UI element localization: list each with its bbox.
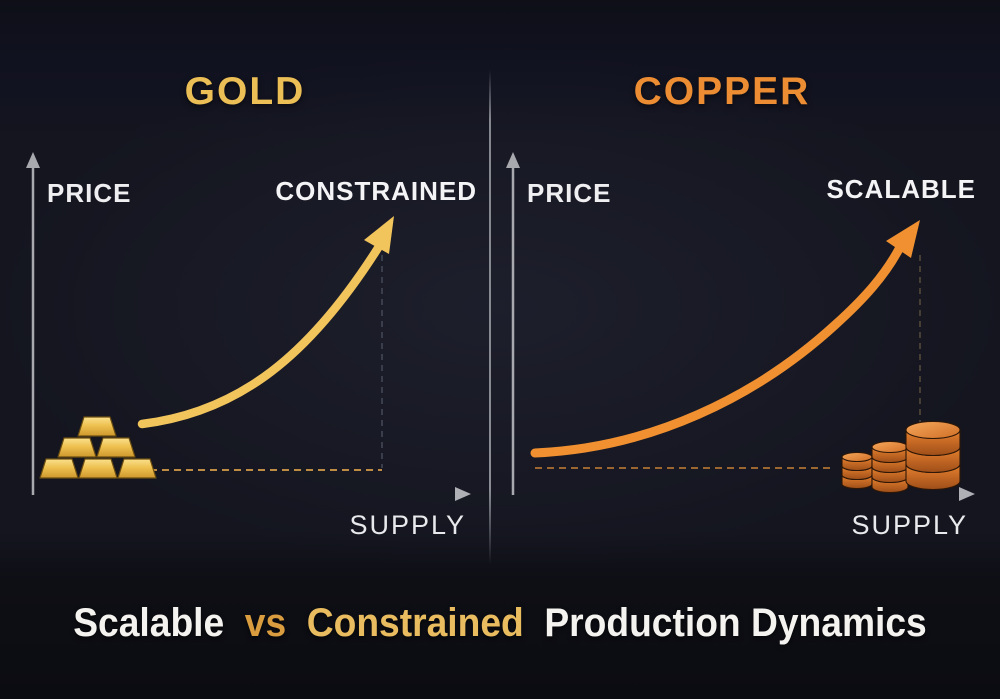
- gold-panel-title: GOLD: [184, 70, 306, 113]
- copper-coins-large-stack: [905, 420, 961, 491]
- caption: Scalable vs Constrained Production Dynam…: [35, 600, 965, 646]
- copper-supply-label: SUPPLY: [851, 510, 968, 540]
- copper-coins-medium-stack: [871, 440, 909, 494]
- copper-price-curve: [530, 244, 904, 458]
- copper-panel-title: COPPER: [633, 70, 811, 113]
- caption-vs: vs: [244, 601, 287, 645]
- gold-bars-icon: [39, 416, 157, 479]
- copper-axes: [506, 152, 975, 501]
- gold-x-axis-arrow-icon: [455, 487, 471, 501]
- gold-supply-label: SUPPLY: [349, 510, 466, 540]
- gold-annotation-constrained: CONSTRAINED: [275, 176, 477, 206]
- gold-y-axis-arrow-icon: [26, 152, 40, 168]
- copper-coins-icon: [841, 420, 961, 494]
- gold-price-label: PRICE: [47, 178, 131, 208]
- gold-chart: PRICE SUPPLY CONSTRAINED: [26, 152, 477, 540]
- copper-chart: PRICE SUPPLY SCALABLE: [506, 152, 976, 540]
- caption-constrained: Constrained: [306, 601, 524, 645]
- copper-price-label: PRICE: [527, 178, 611, 208]
- copper-x-axis-arrow-icon: [959, 487, 975, 501]
- copper-coins-small-stack: [841, 451, 873, 490]
- copper-curve-arrowhead-icon: [886, 220, 920, 258]
- caption-scalable: Scalable: [73, 601, 225, 645]
- panel-divider: [489, 70, 491, 564]
- caption-production-dynamics: Production Dynamics: [544, 601, 927, 645]
- gold-curve-arrowhead-icon: [364, 216, 394, 254]
- copper-annotation-scalable: SCALABLE: [826, 174, 976, 204]
- gold-price-curve: [137, 243, 383, 429]
- copper-y-axis-arrow-icon: [506, 152, 520, 168]
- gold-axes: [26, 152, 471, 501]
